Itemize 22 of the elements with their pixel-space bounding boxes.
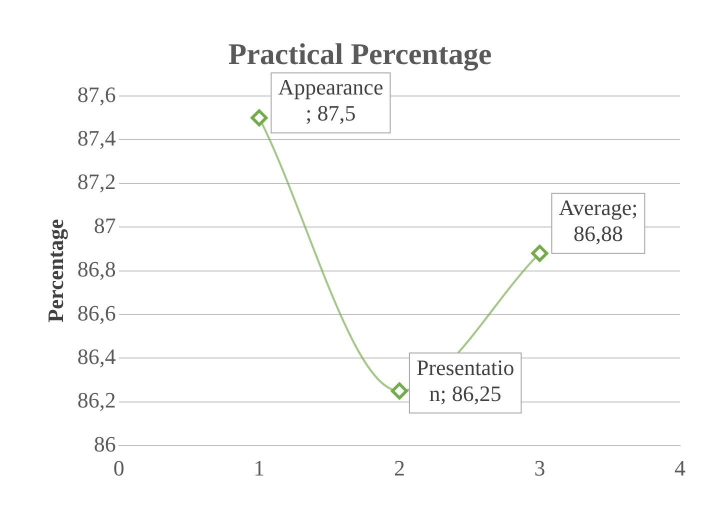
y-tick-label: 86,4 (77, 344, 116, 369)
point (250, 109, 268, 126)
y-tick-label: 86,6 (77, 300, 116, 326)
y-tick-label: 87,2 (77, 169, 116, 194)
data-label: Appearance ; 87,5 (278, 74, 384, 126)
y-tick-label: 87,6 (77, 82, 116, 107)
point (390, 382, 408, 400)
x-tick-label: 3 (534, 456, 546, 481)
x-tick-label: 4 (674, 456, 686, 481)
y-tick-label: 87 (94, 212, 116, 238)
data-label: Presentatio n; 86,25 (416, 354, 514, 406)
data-label: Average; 86,88 (558, 195, 638, 246)
chart-title: Practical Percentage (228, 38, 492, 71)
x-tick-label: 1 (254, 456, 265, 481)
y-tick-label: 86,8 (77, 256, 116, 282)
y-tick-label: 87,4 (77, 125, 116, 150)
y-tick-label: 86,2 (77, 388, 116, 413)
y-axis-title: Percentage (42, 218, 68, 323)
x-tick-label: 2 (394, 456, 405, 481)
x-tick-label: 0 (113, 456, 124, 481)
y-tick-label: 86 (94, 431, 116, 456)
point (531, 244, 548, 262)
